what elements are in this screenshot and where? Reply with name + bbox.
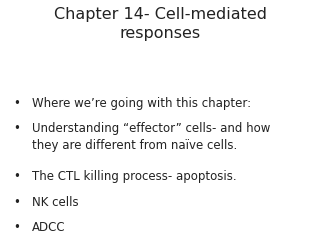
Text: •: •	[13, 122, 20, 135]
Text: Chapter 14- Cell-mediated
responses: Chapter 14- Cell-mediated responses	[53, 7, 267, 42]
Text: •: •	[13, 170, 20, 183]
Text: NK cells: NK cells	[32, 196, 79, 209]
Text: •: •	[13, 97, 20, 110]
Text: Understanding “effector” cells- and how
they are different from naïve cells.: Understanding “effector” cells- and how …	[32, 122, 270, 152]
Text: ADCC: ADCC	[32, 221, 66, 234]
Text: The CTL killing process- apoptosis.: The CTL killing process- apoptosis.	[32, 170, 236, 183]
Text: •: •	[13, 221, 20, 234]
Text: Where we’re going with this chapter:: Where we’re going with this chapter:	[32, 97, 251, 110]
Text: •: •	[13, 196, 20, 209]
